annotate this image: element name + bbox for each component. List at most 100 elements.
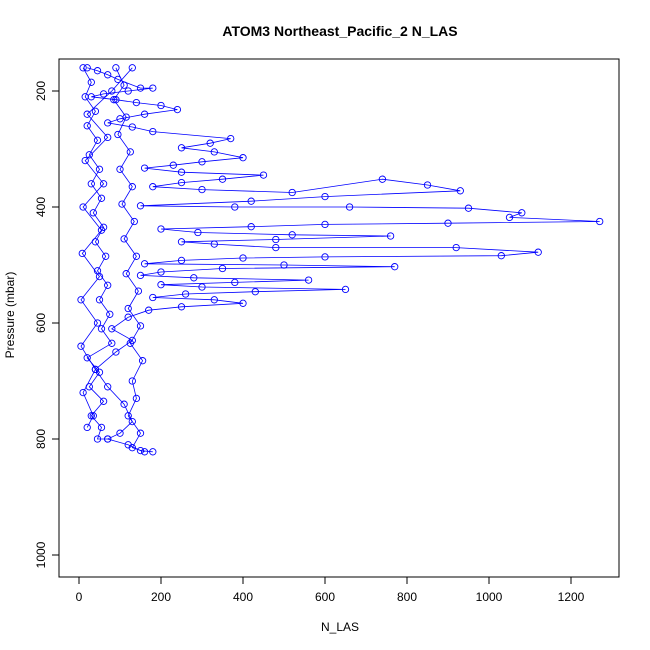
x-tick-label: 600 <box>315 590 335 604</box>
data-point <box>102 252 110 260</box>
y-tick-label: 1000 <box>34 541 48 568</box>
x-axis-label: N_LAS <box>321 620 359 634</box>
x-tick-label: 0 <box>76 590 83 604</box>
data-point <box>126 339 134 347</box>
data-point <box>177 256 186 265</box>
data-point <box>145 306 153 314</box>
data-point <box>341 285 350 294</box>
data-point <box>83 354 91 362</box>
data-point <box>140 164 149 172</box>
data-point <box>81 156 89 165</box>
data-point <box>227 134 235 143</box>
x-tick-label: 800 <box>397 590 417 604</box>
data-point <box>89 412 97 420</box>
data-point <box>173 105 182 114</box>
data-point <box>190 274 198 282</box>
data-point <box>114 130 122 139</box>
data-point <box>505 213 514 222</box>
data-point <box>149 448 157 456</box>
data-point <box>136 271 145 280</box>
data-point <box>456 187 464 195</box>
data-point <box>104 71 112 79</box>
series-3 <box>77 64 136 432</box>
data-point <box>157 268 165 276</box>
data-point <box>95 272 104 281</box>
data-point <box>149 84 157 92</box>
y-tick-label: 600 <box>34 313 48 333</box>
data-point <box>386 232 395 240</box>
y-tick-label: 200 <box>34 81 48 101</box>
data-point <box>93 67 102 75</box>
x-tick-label: 1200 <box>558 590 585 604</box>
data-point <box>177 238 186 246</box>
data-point <box>239 254 247 262</box>
data-point <box>116 165 124 173</box>
data-point <box>83 122 91 130</box>
data-point <box>97 325 106 333</box>
data-point <box>108 339 116 347</box>
data-point <box>77 342 85 350</box>
data-point <box>95 165 104 173</box>
data-point <box>321 253 329 261</box>
data-point <box>93 435 102 443</box>
data-point <box>321 192 329 201</box>
y-axis-label: Pressure (mbar) <box>3 272 17 359</box>
data-point <box>128 64 136 72</box>
data-point <box>99 180 108 188</box>
data-point <box>140 260 149 268</box>
data-point <box>130 217 138 226</box>
data-point <box>120 235 128 243</box>
data-point <box>128 123 136 131</box>
data-point <box>247 197 255 205</box>
series-layer <box>77 64 604 456</box>
data-point <box>177 178 186 187</box>
series-2 <box>110 64 149 456</box>
data-point <box>124 412 132 420</box>
data-point <box>198 283 206 291</box>
data-point <box>157 225 165 233</box>
data-point <box>122 113 130 121</box>
data-point <box>251 288 259 296</box>
series-0 <box>83 64 604 456</box>
data-point <box>177 168 186 176</box>
data-point <box>128 377 136 385</box>
data-point <box>231 278 239 287</box>
data-point <box>99 397 108 405</box>
data-point <box>239 154 247 162</box>
data-point <box>110 96 118 104</box>
data-point <box>128 444 136 452</box>
x-axis: 0 200 400 600 800 1000 1200 <box>76 576 585 604</box>
data-point <box>77 296 85 304</box>
y-tick-label: 800 <box>34 429 48 449</box>
data-point <box>132 394 141 403</box>
data-point <box>120 81 128 89</box>
data-point <box>112 64 120 72</box>
data-point <box>534 248 542 256</box>
data-point <box>91 107 100 115</box>
data-point <box>108 325 116 333</box>
data-point <box>210 240 218 248</box>
data-point <box>345 203 354 211</box>
data-point <box>128 183 136 191</box>
data-point <box>116 429 124 437</box>
data-point <box>128 417 136 426</box>
data-point <box>157 281 165 289</box>
data-point <box>198 185 206 194</box>
data-point <box>124 304 132 313</box>
data-point <box>81 93 89 101</box>
data-point <box>97 194 106 202</box>
data-point <box>497 252 505 260</box>
x-tick-label: 200 <box>151 590 171 604</box>
data-point <box>596 217 604 226</box>
series-line <box>87 67 600 453</box>
data-point <box>138 357 147 365</box>
data-point <box>87 180 95 188</box>
data-point <box>83 423 91 432</box>
chart-title: ATOM3 Northeast_Pacific_2 N_LAS <box>222 23 457 39</box>
data-point <box>87 78 95 86</box>
y-tick-label: 400 <box>34 197 48 217</box>
data-point <box>95 296 104 304</box>
data-point <box>210 296 218 304</box>
data-point <box>140 448 149 456</box>
